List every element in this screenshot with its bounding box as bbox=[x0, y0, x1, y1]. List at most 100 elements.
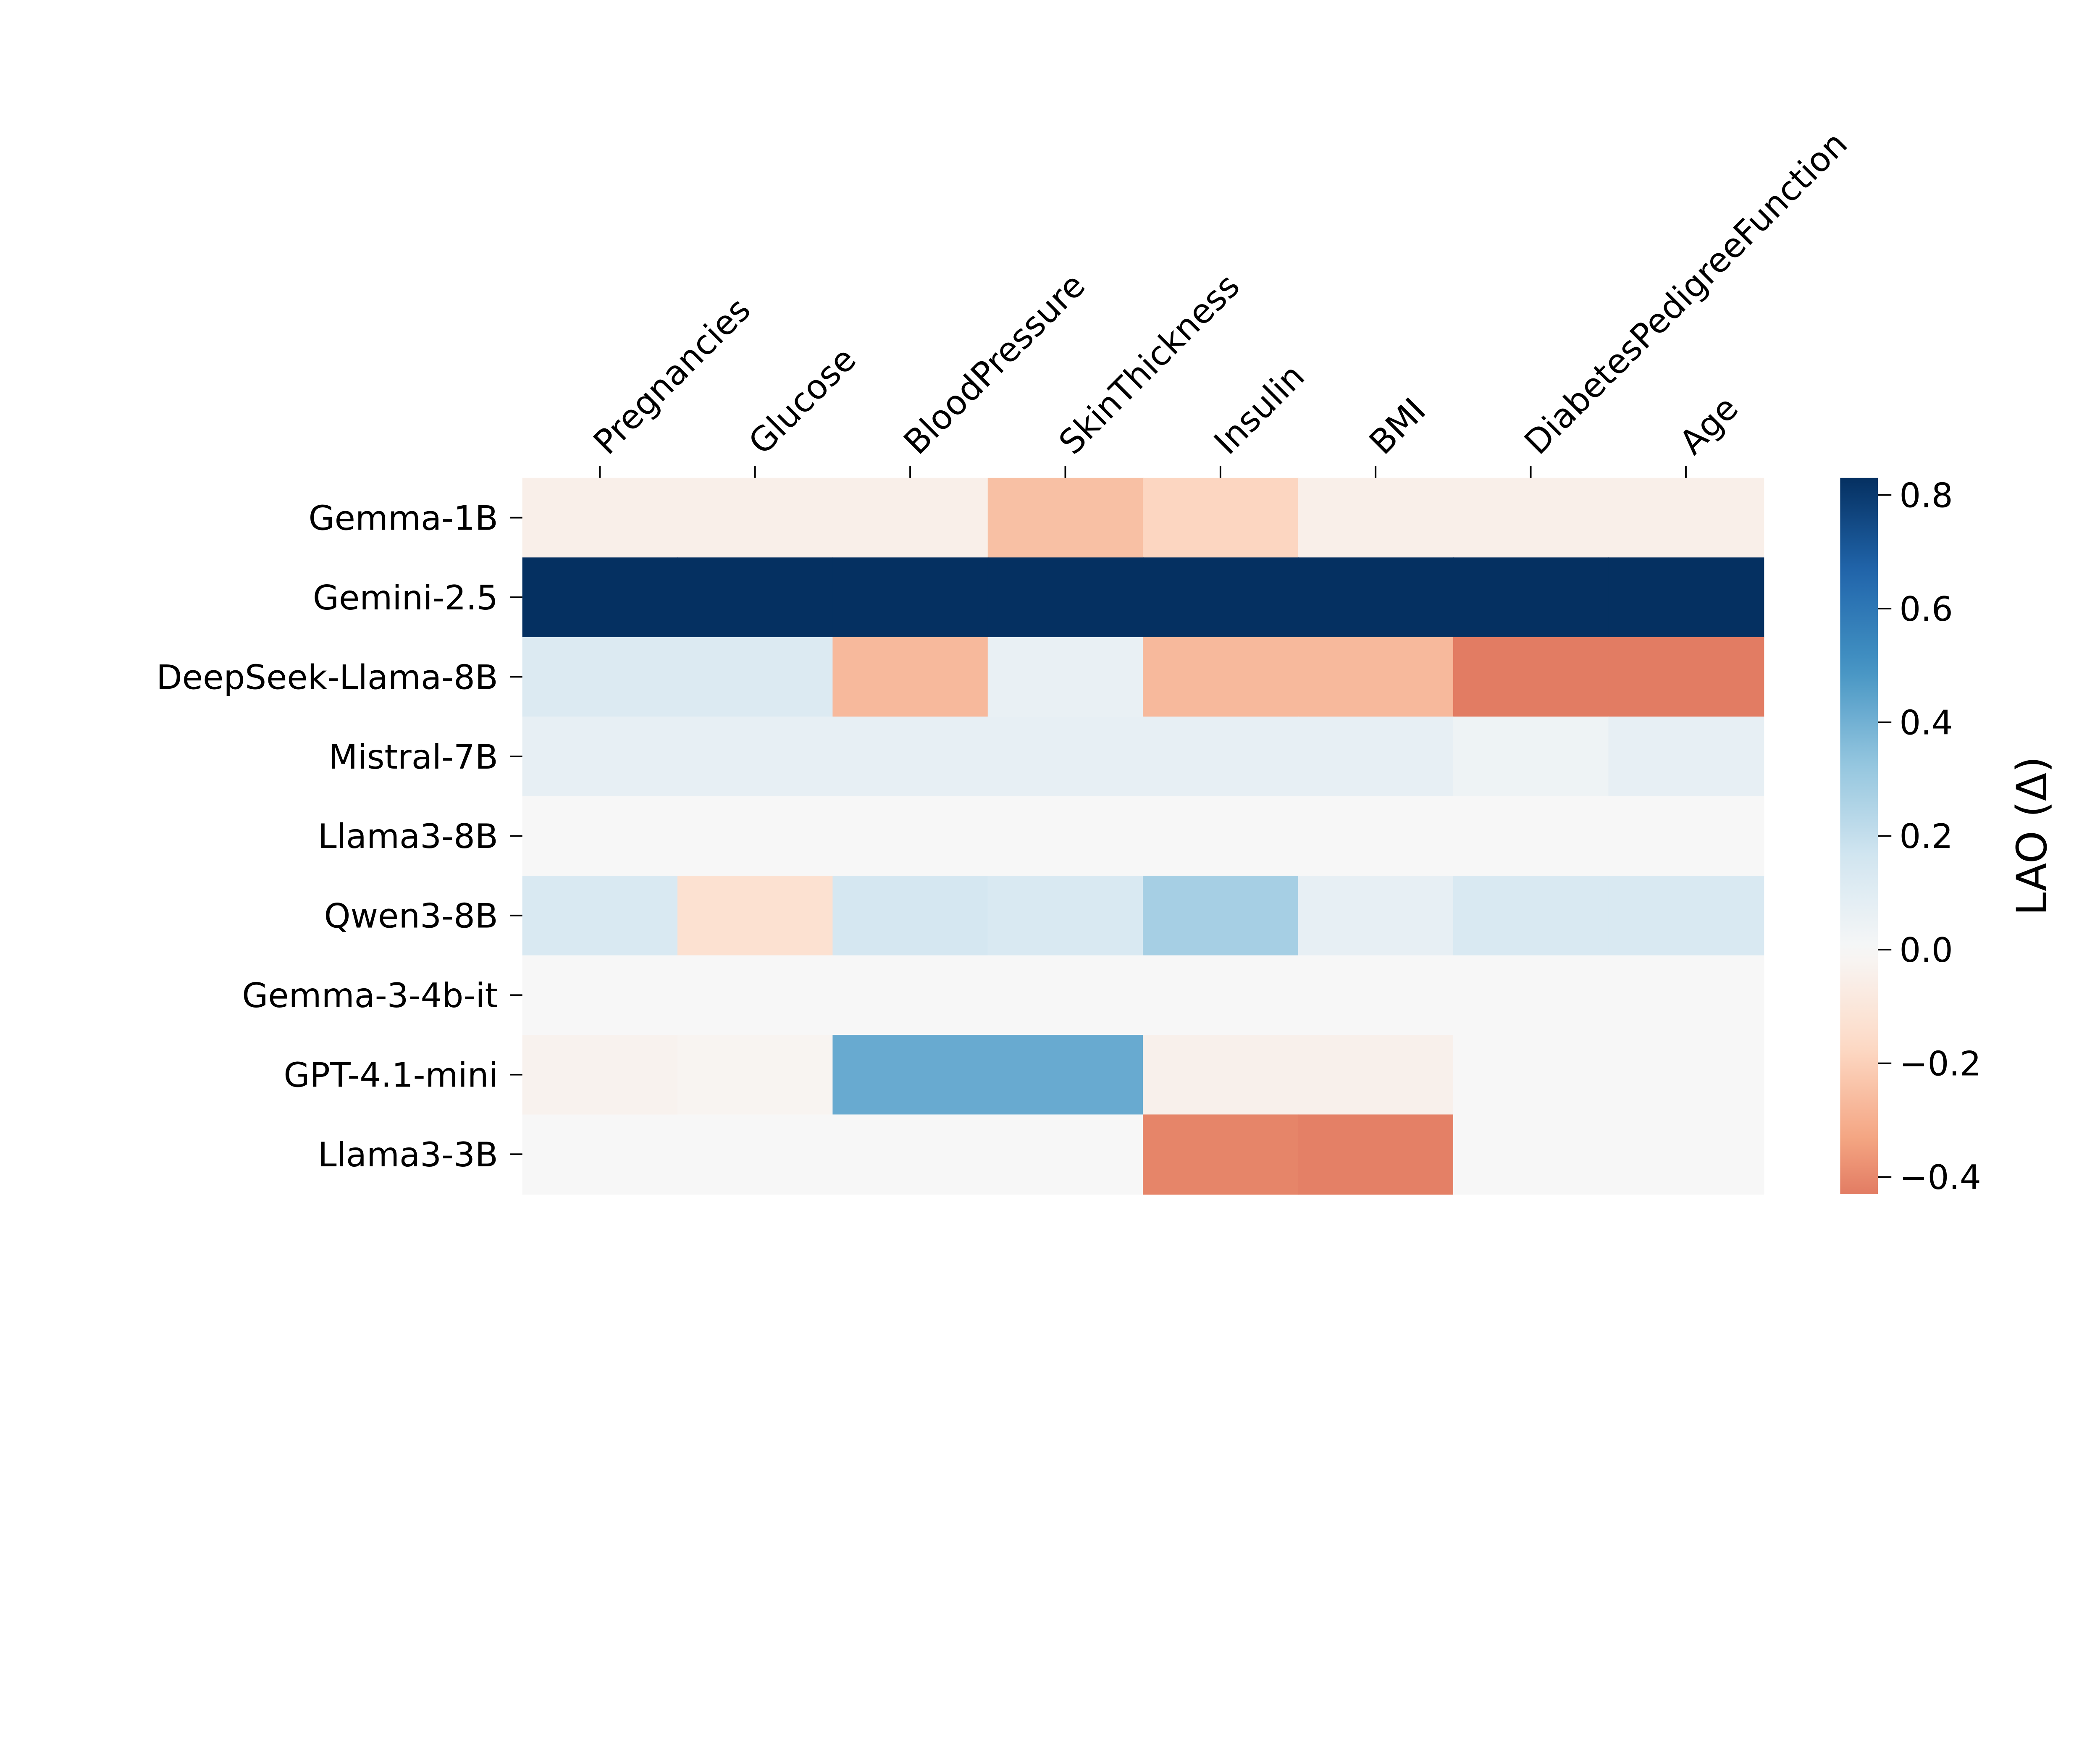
colorbar-tick-label: −0.2 bbox=[1899, 1045, 1981, 1084]
heatmap-cell bbox=[987, 955, 1144, 1036]
heatmap-cell bbox=[1453, 1114, 1609, 1195]
heatmap-cell bbox=[832, 478, 989, 558]
heatmap-cell bbox=[522, 1114, 678, 1195]
heatmap-cell bbox=[1453, 1035, 1609, 1116]
heatmap-cell bbox=[1608, 1114, 1764, 1195]
colorbar-gradient bbox=[1840, 478, 1878, 1194]
x-tick-label: Pregnancies bbox=[586, 290, 758, 462]
heatmap-cell bbox=[1298, 1114, 1454, 1195]
x-tick-label: Insulin bbox=[1207, 357, 1312, 462]
heatmap-cell bbox=[987, 1114, 1144, 1195]
heatmap-cell bbox=[677, 955, 833, 1036]
heatmap-cell bbox=[1608, 478, 1764, 558]
heatmap-cell bbox=[1298, 876, 1454, 956]
x-tick-label: BMI bbox=[1362, 391, 1433, 462]
heatmap-cell bbox=[1453, 717, 1609, 797]
heatmap-cell bbox=[987, 478, 1144, 558]
x-tick-label: Age bbox=[1672, 388, 1746, 462]
heatmap-cell bbox=[1608, 955, 1764, 1036]
heatmap-cell bbox=[1143, 955, 1299, 1036]
heatmap-cell bbox=[1143, 1035, 1299, 1116]
heatmap-cell bbox=[1298, 637, 1454, 717]
heatmap-cell bbox=[1608, 637, 1764, 717]
y-tick-label: Gemini-2.5 bbox=[313, 578, 498, 617]
colorbar-tick-label: 0.0 bbox=[1899, 931, 1953, 970]
heatmap-cell bbox=[522, 1035, 678, 1116]
heatmap-cell bbox=[1608, 796, 1764, 877]
heatmap-cell bbox=[677, 478, 833, 558]
colorbar: 0.8 0.6 0.4 0.2 0.0 −0.2 −0.4 LAO (Δ) bbox=[1840, 476, 2056, 1197]
heatmap-cell bbox=[1608, 717, 1764, 797]
heatmap-cell bbox=[1453, 796, 1609, 877]
y-axis: Gemma-1B Gemini-2.5 DeepSeek-Llama-8B Mistr… bbox=[156, 499, 522, 1174]
colorbar-tick-label: −0.4 bbox=[1899, 1158, 1981, 1197]
heatmap-cell bbox=[1143, 876, 1299, 956]
heatmap-cell bbox=[677, 717, 833, 797]
heatmap-cell bbox=[987, 557, 1144, 638]
y-tick-label: GPT-4.1-mini bbox=[284, 1056, 498, 1095]
heatmap-cell bbox=[1143, 637, 1299, 717]
heatmap-cell bbox=[987, 717, 1144, 797]
heatmap-cell bbox=[522, 478, 678, 558]
y-tick-label: Gemma-3-4b-it bbox=[242, 976, 498, 1015]
heatmap-cell bbox=[677, 557, 833, 638]
heatmap-cell bbox=[1143, 478, 1299, 558]
heatmap-cells bbox=[522, 478, 1764, 1195]
heatmap-cell bbox=[1453, 637, 1609, 717]
heatmap-cell bbox=[1453, 478, 1609, 558]
y-tick-label: Qwen3-8B bbox=[324, 897, 498, 936]
heatmap-cell bbox=[1143, 796, 1299, 877]
heatmap-cell bbox=[522, 955, 678, 1036]
heatmap-cell bbox=[1453, 876, 1609, 956]
heatmap-cell bbox=[677, 1035, 833, 1116]
y-tick-label: Gemma-1B bbox=[309, 499, 498, 538]
heatmap-cell bbox=[987, 876, 1144, 956]
heatmap-cell bbox=[1453, 955, 1609, 1036]
heatmap-cell bbox=[1608, 1035, 1764, 1116]
x-tick-label: DiabetesPedigreeFunction bbox=[1517, 124, 1855, 462]
heatmap-cell bbox=[987, 1035, 1144, 1116]
y-tick-label: Llama3-3B bbox=[318, 1135, 498, 1174]
heatmap-cell bbox=[987, 637, 1144, 717]
heatmap-cell bbox=[1298, 717, 1454, 797]
heatmap-cell bbox=[1608, 876, 1764, 956]
heatmap-cell bbox=[677, 637, 833, 717]
heatmap-cell bbox=[1298, 478, 1454, 558]
heatmap-cell bbox=[832, 557, 989, 638]
heatmap-cell bbox=[1298, 1035, 1454, 1116]
heatmap-cell bbox=[832, 955, 989, 1036]
heatmap-cell bbox=[677, 796, 833, 877]
colorbar-tick-label: 0.4 bbox=[1899, 704, 1953, 743]
heatmap-cell bbox=[832, 796, 989, 877]
heatmap-cell bbox=[832, 637, 989, 717]
heatmap-cell bbox=[832, 717, 989, 797]
heatmap-cell bbox=[1453, 557, 1609, 638]
heatmap-cell bbox=[522, 637, 678, 717]
heatmap-cell bbox=[522, 796, 678, 877]
heatmap-cell bbox=[832, 1035, 989, 1116]
colorbar-tick-label: 0.8 bbox=[1899, 476, 1953, 515]
heatmap-cell bbox=[1298, 796, 1454, 877]
heatmap-cell bbox=[1608, 557, 1764, 638]
heatmap-cell bbox=[832, 876, 989, 956]
heatmap-cell bbox=[1143, 557, 1299, 638]
colorbar-tick-label: 0.6 bbox=[1899, 590, 1953, 629]
heatmap-cell bbox=[677, 1114, 833, 1195]
heatmap-cell bbox=[522, 876, 678, 956]
y-tick-label: DeepSeek-Llama-8B bbox=[156, 658, 498, 697]
heatmap-cell bbox=[1143, 1114, 1299, 1195]
y-tick-label: Mistral-7B bbox=[328, 738, 498, 777]
colorbar-tick-label: 0.2 bbox=[1899, 817, 1953, 856]
colorbar-label: LAO (Δ) bbox=[2008, 756, 2056, 916]
heatmap-cell bbox=[832, 1114, 989, 1195]
y-tick-label: Llama3-8B bbox=[318, 817, 498, 856]
heatmap-cell bbox=[987, 796, 1144, 877]
heatmap-cell bbox=[677, 876, 833, 956]
heatmap-cell bbox=[1143, 717, 1299, 797]
heatmap-cell bbox=[1298, 557, 1454, 638]
x-tick-label: Glucose bbox=[741, 340, 864, 462]
heatmap-cell bbox=[1298, 955, 1454, 1036]
heatmap-cell bbox=[522, 557, 678, 638]
